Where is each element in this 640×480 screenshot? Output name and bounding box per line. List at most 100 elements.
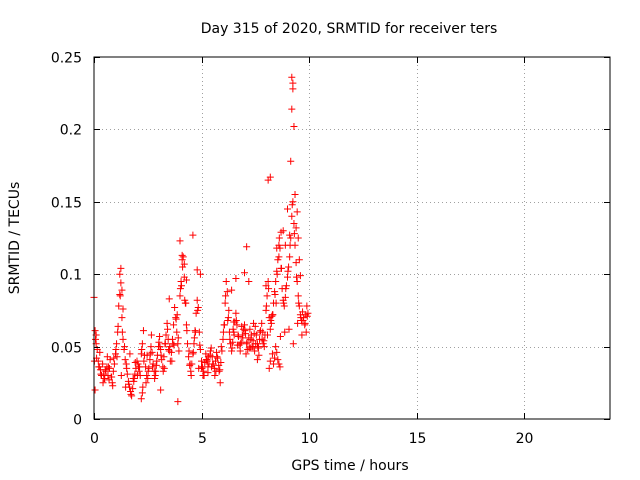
data-point [118,286,126,294]
data-point [104,363,112,371]
data-point [156,343,164,351]
data-point [275,234,283,242]
data-point [291,191,299,199]
data-point [117,264,125,272]
data-point [162,331,170,339]
data-point [247,331,255,339]
data-point [178,282,186,290]
data-point [102,367,110,375]
data-point [147,343,155,351]
data-point [288,73,296,81]
data-point [264,277,272,285]
data-point [122,383,130,391]
data-point [280,302,288,310]
data-point [152,367,160,375]
data-point [139,327,147,335]
data-point [138,345,146,353]
data-point [128,392,136,400]
data-point [169,340,177,348]
data-point [203,357,211,365]
y-tick-label: 0.2 [60,123,82,139]
data-point [191,328,199,336]
data-point [145,364,153,372]
data-point [239,325,247,333]
data-point [250,319,258,327]
data-point [179,253,187,261]
data-point [293,277,301,285]
data-point [216,366,224,374]
data-point [233,321,241,329]
data-point [133,357,141,365]
data-point [288,105,296,113]
data-point [194,304,202,312]
data-point [246,325,254,333]
data-point [170,321,178,329]
data-point [119,335,127,343]
y-tick-label: 0 [73,413,82,429]
data-point [268,312,276,320]
data-point [104,372,112,380]
data-point [117,372,125,380]
data-point [275,253,283,261]
data-point [251,347,259,355]
data-point [289,340,297,348]
data-point [226,335,234,343]
data-point [204,353,212,361]
data-point [216,379,224,387]
data-point [109,367,117,375]
data-point [286,253,294,261]
data-point [114,322,122,330]
data-point [135,363,143,371]
data-point [149,360,157,368]
data-point [153,357,161,365]
chart-title: Day 315 of 2020, SRMTID for receiver ter… [201,21,498,37]
data-point [267,319,275,327]
x-tick-label: 5 [198,431,207,447]
data-point [118,328,126,336]
data-point [259,340,267,348]
data-point [193,266,201,274]
data-point [292,259,300,267]
data-point [161,340,169,348]
data-point [245,277,253,285]
data-point [113,353,121,361]
data-point [294,319,302,327]
data-point [222,277,230,285]
data-point [274,256,282,264]
data-point [264,331,272,339]
data-point [262,302,270,310]
data-point [271,290,279,298]
data-point [285,263,293,271]
data-point [183,327,191,335]
data-point [157,351,165,359]
data-point [117,279,125,287]
data-point [286,231,294,239]
data-point [96,348,104,356]
data-point [299,308,307,316]
data-point [303,312,311,320]
data-point [258,335,266,343]
data-point [295,299,303,307]
data-point [303,302,311,310]
data-point [113,340,121,348]
data-point [267,317,275,325]
data-point [265,364,273,372]
data-point [95,363,103,371]
data-point [160,364,168,372]
data-point [148,348,156,356]
data-point [243,243,251,251]
data-point [272,343,280,351]
data-point [225,306,233,314]
data-point [255,351,263,359]
data-point [218,347,226,355]
data-point [137,395,145,403]
data-point [144,374,152,382]
data-point [121,343,129,351]
data-point [224,317,232,325]
data-point [151,374,159,382]
data-point [285,325,293,333]
data-point [262,282,270,290]
data-point [243,338,251,346]
data-point [211,372,219,380]
